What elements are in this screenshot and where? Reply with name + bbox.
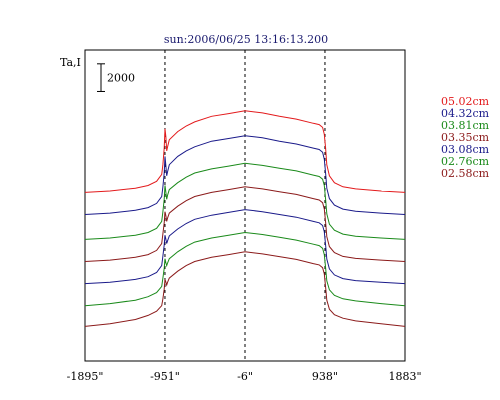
series-line-05.02cm <box>84 110 406 193</box>
x-tick-labels: -1895" -951" -6" 938" 1883" <box>67 370 422 383</box>
series-line-03.81cm <box>84 162 406 240</box>
legend-entry-05.02cm: 05.02cm <box>441 95 490 108</box>
y-axis-label: Ta,I <box>60 56 81 69</box>
series-lines <box>84 110 406 327</box>
legend-entry-02.76cm: 02.76cm <box>441 155 490 168</box>
x-tick-label-1: -951" <box>150 370 180 383</box>
legend-entry-04.32cm: 04.32cm <box>441 107 490 120</box>
x-tick-label-3: 938" <box>312 370 338 383</box>
series-line-04.32cm <box>84 135 406 215</box>
x-tick-label-0: -1895" <box>67 370 104 383</box>
series-line-02.76cm <box>84 231 406 307</box>
legend: 05.02cm04.32cm03.81cm03.35cm03.08cm02.76… <box>441 95 490 180</box>
legend-entry-03.08cm: 03.08cm <box>441 143 490 156</box>
chart-title: sun:2006/06/25 13:16:13.200 <box>164 33 328 46</box>
reference-lines <box>164 50 326 361</box>
legend-entry-03.81cm: 03.81cm <box>441 119 490 132</box>
scale-bar: 2000 <box>97 63 135 92</box>
legend-entry-03.35cm: 03.35cm <box>441 131 490 144</box>
x-tick-label-2: -6" <box>237 370 253 383</box>
scale-bar-label: 2000 <box>107 72 135 85</box>
x-tick-label-4: 1883" <box>388 370 421 383</box>
series-line-03.08cm <box>84 209 406 285</box>
legend-entry-02.58cm: 02.58cm <box>441 167 490 180</box>
series-line-02.58cm <box>84 251 406 327</box>
series-line-03.35cm <box>84 186 406 262</box>
